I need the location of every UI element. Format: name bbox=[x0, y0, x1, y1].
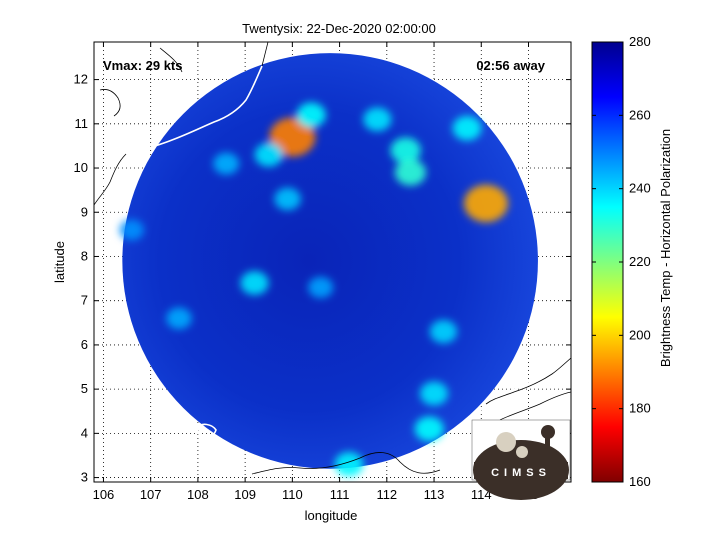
colorbar-ticks: 160 180 200 220 240 260 280 bbox=[592, 34, 651, 489]
y-tick-label: 5 bbox=[81, 381, 88, 396]
colorbar-label: Brightness Temp - Horizontal Polarizatio… bbox=[658, 129, 673, 367]
y-tick-label: 11 bbox=[75, 116, 89, 131]
y-tick-label: 7 bbox=[81, 293, 88, 308]
cold-spot bbox=[452, 115, 482, 141]
colorbar-tick-label: 160 bbox=[629, 474, 651, 489]
cold-spot bbox=[419, 381, 449, 406]
x-tick-label: 107 bbox=[140, 487, 162, 502]
cimss-logo-text: CIMSS bbox=[491, 467, 551, 479]
x-tick-label: 112 bbox=[376, 487, 397, 502]
plot-frame bbox=[93, 41, 572, 483]
y-axis-label: latitude bbox=[52, 241, 67, 283]
colorbar-tick-label: 280 bbox=[629, 34, 651, 49]
cold-spot bbox=[119, 219, 144, 241]
colorbar-tick-label: 200 bbox=[629, 327, 651, 342]
colorbar-tick-label: 260 bbox=[629, 107, 651, 122]
cold-spot bbox=[274, 187, 301, 211]
chart-title: Twentysix: 22-Dec-2020 02:00:00 bbox=[242, 21, 436, 36]
y-tick-label: 6 bbox=[81, 337, 88, 352]
x-tick-label: 106 bbox=[93, 487, 115, 502]
cold-spot bbox=[414, 416, 444, 442]
cold-spot bbox=[334, 452, 364, 477]
x-tick-label: 110 bbox=[282, 487, 303, 502]
x-tick-label: 109 bbox=[234, 487, 256, 502]
y-tick-label: 4 bbox=[81, 425, 88, 440]
cold-spot bbox=[269, 117, 316, 157]
colorbar-tick-label: 240 bbox=[629, 181, 651, 196]
y-tick-label: 12 bbox=[74, 72, 88, 87]
plot-area bbox=[94, 42, 571, 482]
cold-spot bbox=[463, 184, 509, 223]
colorbar bbox=[591, 41, 624, 483]
cimss-logo: CIMSS bbox=[471, 419, 571, 500]
colorbar-tick-label: 220 bbox=[629, 254, 651, 269]
swath-disk bbox=[122, 53, 538, 469]
cold-spot bbox=[308, 276, 334, 299]
cold-spot bbox=[363, 107, 392, 132]
cold-spot bbox=[166, 307, 192, 330]
cold-spot bbox=[394, 159, 426, 186]
colorbar-tick-label: 180 bbox=[629, 401, 651, 416]
x-tick-label: 108 bbox=[187, 487, 209, 502]
y-tick-label: 3 bbox=[81, 470, 88, 485]
y-tick-label: 10 bbox=[74, 160, 88, 175]
cold-spot bbox=[390, 137, 421, 164]
x-tick-label: 111 bbox=[330, 487, 350, 502]
y-tick-label: 8 bbox=[81, 248, 88, 263]
x-axis-label: longitude bbox=[305, 508, 358, 523]
cold-spot bbox=[240, 271, 269, 295]
y-tick-label: 9 bbox=[81, 204, 88, 219]
cold-spot bbox=[213, 152, 240, 175]
vmax-annotation: Vmax: 29 kts bbox=[103, 58, 183, 73]
coastline-land bbox=[94, 42, 571, 475]
cold-spots bbox=[119, 102, 509, 477]
cold-spot bbox=[429, 320, 458, 344]
away-annotation: 02:56 away bbox=[476, 58, 545, 73]
x-tick-label: 113 bbox=[424, 487, 445, 502]
cold-spot bbox=[296, 102, 326, 128]
cold-spot bbox=[254, 142, 283, 167]
coastline bbox=[94, 65, 553, 446]
